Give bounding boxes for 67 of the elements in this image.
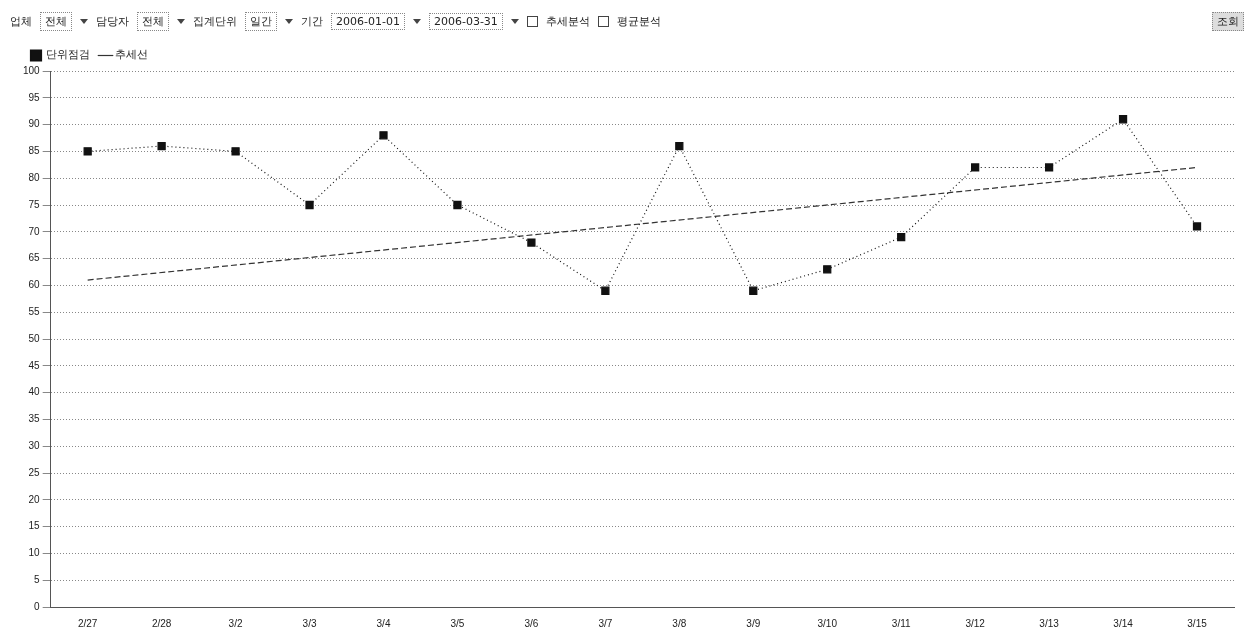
- point: [897, 233, 906, 242]
- y-tick-label: 5: [34, 573, 41, 585]
- legend-label: 추세선: [115, 48, 148, 62]
- text: 집계단위: [193, 13, 237, 29]
- x-tick-label: 2/28: [151, 617, 172, 629]
- legend-label: 단위점검: [45, 48, 90, 62]
- point: [1192, 222, 1202, 231]
- point: [379, 131, 388, 140]
- x-tick-label: 3/10: [817, 617, 838, 629]
- x-tick-label: 3/8: [672, 617, 687, 629]
- y-tick-label: 85: [28, 145, 41, 157]
- text: 조회: [1212, 11, 1244, 31]
- y-tick-label: 45: [28, 359, 41, 371]
- y-tick-label: 25: [28, 466, 41, 478]
- y-tick-label: 65: [28, 252, 41, 264]
- point: [675, 141, 684, 151]
- text: 기간: [301, 13, 323, 29]
- text: 전체: [40, 11, 72, 31]
- y-tick-label: 95: [28, 91, 41, 103]
- y-tick-label: 15: [28, 520, 41, 532]
- point: [305, 200, 314, 210]
- text: 업체: [10, 13, 32, 29]
- point: [1118, 115, 1128, 124]
- x-tick-label: 3/4: [376, 617, 391, 629]
- y-tick-label: 10: [28, 547, 41, 559]
- text: 추세분석: [545, 13, 590, 29]
- y-tick-label: 70: [28, 225, 41, 237]
- x-tick-label: 3/11: [891, 617, 911, 629]
- x-tick-label: 3/5: [450, 617, 465, 629]
- y-tick-label: 20: [28, 493, 41, 505]
- y-tick-label: 35: [28, 413, 41, 425]
- x-tick-label: 3/2: [228, 617, 243, 629]
- y-tick-label: 55: [28, 305, 41, 317]
- point: [601, 286, 610, 295]
- point: [83, 147, 92, 156]
- y-tick-label: 90: [28, 118, 41, 130]
- x-tick-label: 3/15: [1187, 617, 1208, 629]
- y-tick-label: 0: [34, 600, 41, 612]
- y-tick-label: 50: [28, 332, 41, 344]
- text: 평균분석: [616, 13, 661, 29]
- x-tick-label: 3/3: [302, 617, 317, 629]
- text: 담당자: [96, 13, 129, 29]
- point: [231, 147, 240, 156]
- point: [157, 141, 166, 151]
- x-tick-label: 3/13: [1039, 617, 1060, 629]
- point: [527, 238, 536, 247]
- point: [1044, 163, 1054, 172]
- text: 전체: [137, 11, 169, 31]
- x-tick-label: 3/14: [1113, 617, 1134, 629]
- x-tick-label: 3/9: [746, 617, 761, 629]
- text: 2006-03-31: [428, 12, 503, 30]
- y-tick-label: 100: [23, 64, 41, 76]
- point: [453, 200, 462, 210]
- y-tick-label: 60: [28, 279, 41, 291]
- text: 일간: [245, 11, 277, 31]
- x-tick-label: 3/7: [598, 617, 613, 629]
- x-tick-label: 2/27: [77, 617, 98, 629]
- point: [971, 163, 980, 172]
- point: [749, 286, 758, 295]
- x-tick-label: 3/6: [524, 617, 539, 629]
- y-tick-label: 75: [28, 198, 41, 210]
- point: [823, 265, 832, 274]
- y-tick-label: 30: [28, 439, 41, 451]
- y-tick-label: 40: [28, 386, 41, 398]
- text: 2006-01-01: [331, 12, 405, 30]
- y-tick-label: 80: [28, 171, 41, 183]
- x-tick-label: 3/12: [965, 617, 986, 629]
